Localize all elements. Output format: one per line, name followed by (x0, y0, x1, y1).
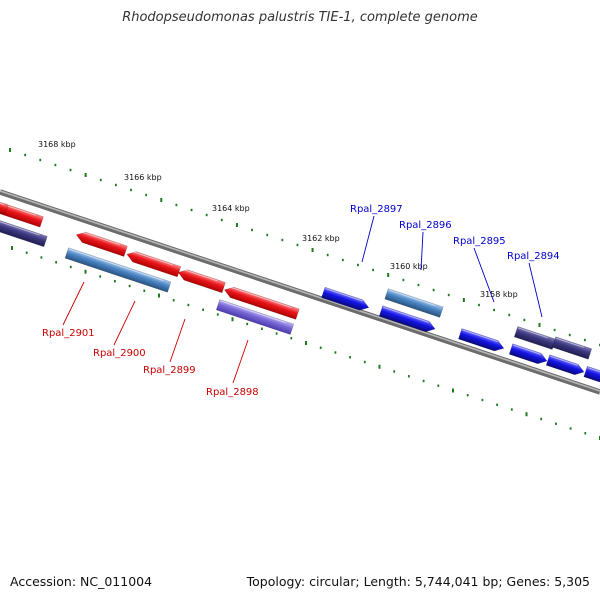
gene-arrow-shine (180, 268, 218, 282)
gene-label: Rpal_2899 (143, 365, 196, 376)
gene-arrow-shine (587, 367, 600, 374)
gene-arrow-body (551, 336, 593, 360)
gene-arrow-shine (129, 250, 174, 266)
summary-text: Topology: circular; Length: 5,744,041 bp… (246, 574, 590, 589)
gene-arrow (378, 305, 436, 333)
genome-backbone-highlight (0, 190, 600, 392)
gene-label: Rpal_2897 (350, 204, 403, 215)
gene-arrow-body (64, 247, 172, 293)
gene-label-leader (62, 281, 85, 326)
gene-arrow-shine (383, 306, 429, 323)
gene-arrow-shine (226, 285, 292, 309)
gene-label-leader (420, 231, 424, 271)
gene-arrow (551, 336, 593, 360)
gene-arrow-body (126, 251, 182, 278)
gene-label: Rpal_2895 (453, 236, 506, 247)
scale-label: 3164 kbp (212, 204, 250, 213)
gene-label-leader (232, 339, 249, 384)
gene-label-leader (361, 215, 375, 263)
gene-arrow-body (545, 354, 585, 376)
gene-arrow (458, 328, 505, 352)
gene-label-leader (169, 318, 186, 363)
gene-arrow-shine (556, 337, 584, 348)
page-title: Rhodopseudomonas palustris TIE-1, comple… (122, 10, 478, 25)
gene-arrow-shine (0, 220, 40, 236)
gene-arrow (321, 286, 370, 311)
gene-arrow (0, 200, 9, 215)
gene-arrow-shine (462, 329, 498, 343)
scale-label: 3168 kbp (38, 140, 76, 149)
gene-label-leader (113, 300, 136, 346)
gene-arrow (177, 268, 226, 294)
gene-arrow (75, 230, 128, 257)
scale-label: 3160 kbp (390, 262, 428, 271)
gene-arrow (223, 285, 300, 320)
gene-arrow (0, 218, 48, 248)
gene-arrow-shine (325, 288, 363, 302)
gene-arrow-body (177, 269, 226, 294)
gene-arrow-shine (78, 230, 120, 246)
gene-arrow-body (75, 231, 128, 257)
gene-arrow (513, 326, 557, 350)
scale-label: 3162 kbp (302, 234, 340, 243)
gene-label: Rpal_2894 (507, 251, 560, 262)
scale-label: 3166 kbp (124, 173, 162, 182)
gene-arrow-shine (220, 300, 286, 324)
gene-label-leader (528, 262, 543, 318)
gene-arrow-body (513, 326, 557, 350)
gene-arrow-shine (388, 289, 436, 307)
gene-arrow-body (378, 305, 436, 333)
gene-arrow (64, 247, 172, 293)
gene-arrow-body (458, 328, 505, 352)
gene-arrow-body (0, 218, 48, 248)
scale-label: 3158 kbp (480, 290, 518, 299)
gene-arrow-body (508, 343, 548, 365)
gene-label: Rpal_2898 (206, 387, 259, 398)
genome-backbone (0, 189, 600, 395)
gene-label: Rpal_2896 (399, 220, 452, 231)
gene-label-leader (473, 247, 495, 303)
gene-arrow-shine (518, 327, 548, 339)
gene-arrow-shine (550, 355, 578, 366)
gene-arrow-shine (513, 344, 541, 355)
accession-text: Accession: NC_011004 (10, 574, 153, 589)
gene-arrow (384, 288, 444, 318)
gene-arrow (583, 365, 600, 383)
gene-arrow (126, 250, 182, 278)
gene-arrow (545, 354, 585, 376)
gene-arrow-body (321, 286, 370, 311)
gene-arrow-body (223, 286, 300, 320)
gene-arrow-shine (0, 200, 5, 206)
gene-arrow-body (215, 299, 295, 335)
gene-label: Rpal_2900 (93, 348, 146, 359)
gene-arrow-shine (68, 248, 164, 281)
gene-label: Rpal_2901 (42, 328, 95, 339)
gene-arrow-body (583, 365, 600, 383)
gene-arrow-body (384, 288, 444, 318)
gene-arrow (508, 343, 548, 365)
gene-arrow (215, 299, 295, 335)
